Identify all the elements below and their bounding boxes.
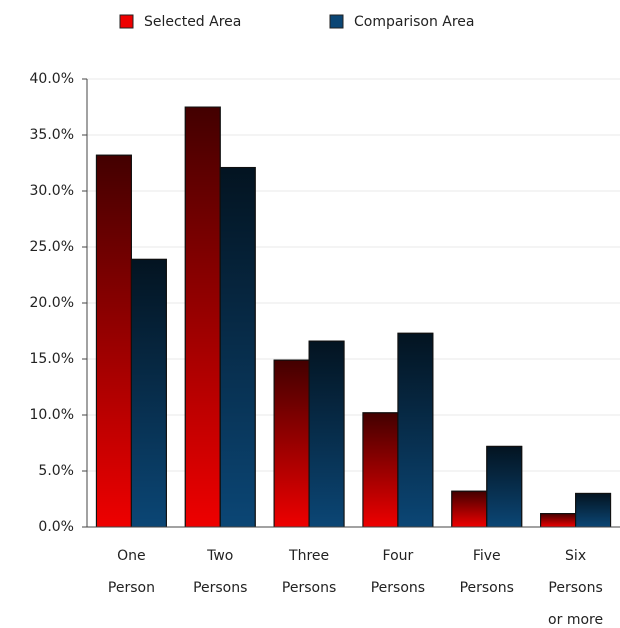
x-tick-label: Persons <box>371 580 425 596</box>
y-tick-label: 15.0% <box>30 351 74 367</box>
legend-swatch <box>119 14 134 29</box>
bar-shade <box>540 513 577 528</box>
y-tick-label: 5.0% <box>38 463 74 479</box>
y-tick-label: 35.0% <box>30 127 74 143</box>
bar-shade <box>273 359 310 528</box>
bar-shade <box>308 340 345 528</box>
x-tick-label: or more <box>548 612 603 628</box>
legend-swatch <box>329 14 344 29</box>
x-tick-label: Three <box>288 548 329 564</box>
legend-label: Selected Area <box>144 14 241 30</box>
x-tick-label: Persons <box>282 580 336 596</box>
x-tick-label: Persons <box>193 580 247 596</box>
x-tick-label: Four <box>383 548 414 564</box>
y-tick-label: 10.0% <box>30 407 74 423</box>
bar-shade <box>397 332 434 528</box>
bar-shade <box>575 492 612 528</box>
x-tick-label: One <box>117 548 146 564</box>
legend-label: Comparison Area <box>354 14 475 30</box>
bar-shade <box>95 154 132 528</box>
y-tick-label: 20.0% <box>30 295 74 311</box>
x-tick-label: Persons <box>460 580 514 596</box>
bar-shade <box>486 445 523 528</box>
x-tick-label: Person <box>108 580 155 596</box>
bar-shade <box>130 258 167 528</box>
bar-shade <box>184 106 221 528</box>
bar-shade <box>362 412 399 528</box>
x-tick-label: Six <box>565 548 586 564</box>
y-tick-label: 30.0% <box>30 183 74 199</box>
bar-shade <box>451 490 488 528</box>
bar-shade <box>219 166 256 528</box>
x-tick-label: Five <box>473 548 501 564</box>
x-tick-label: Persons <box>548 580 602 596</box>
x-tick-label: Two <box>206 548 233 564</box>
y-tick-label: 25.0% <box>30 239 74 255</box>
y-tick-label: 40.0% <box>30 71 74 87</box>
y-tick-label: 0.0% <box>38 519 74 535</box>
